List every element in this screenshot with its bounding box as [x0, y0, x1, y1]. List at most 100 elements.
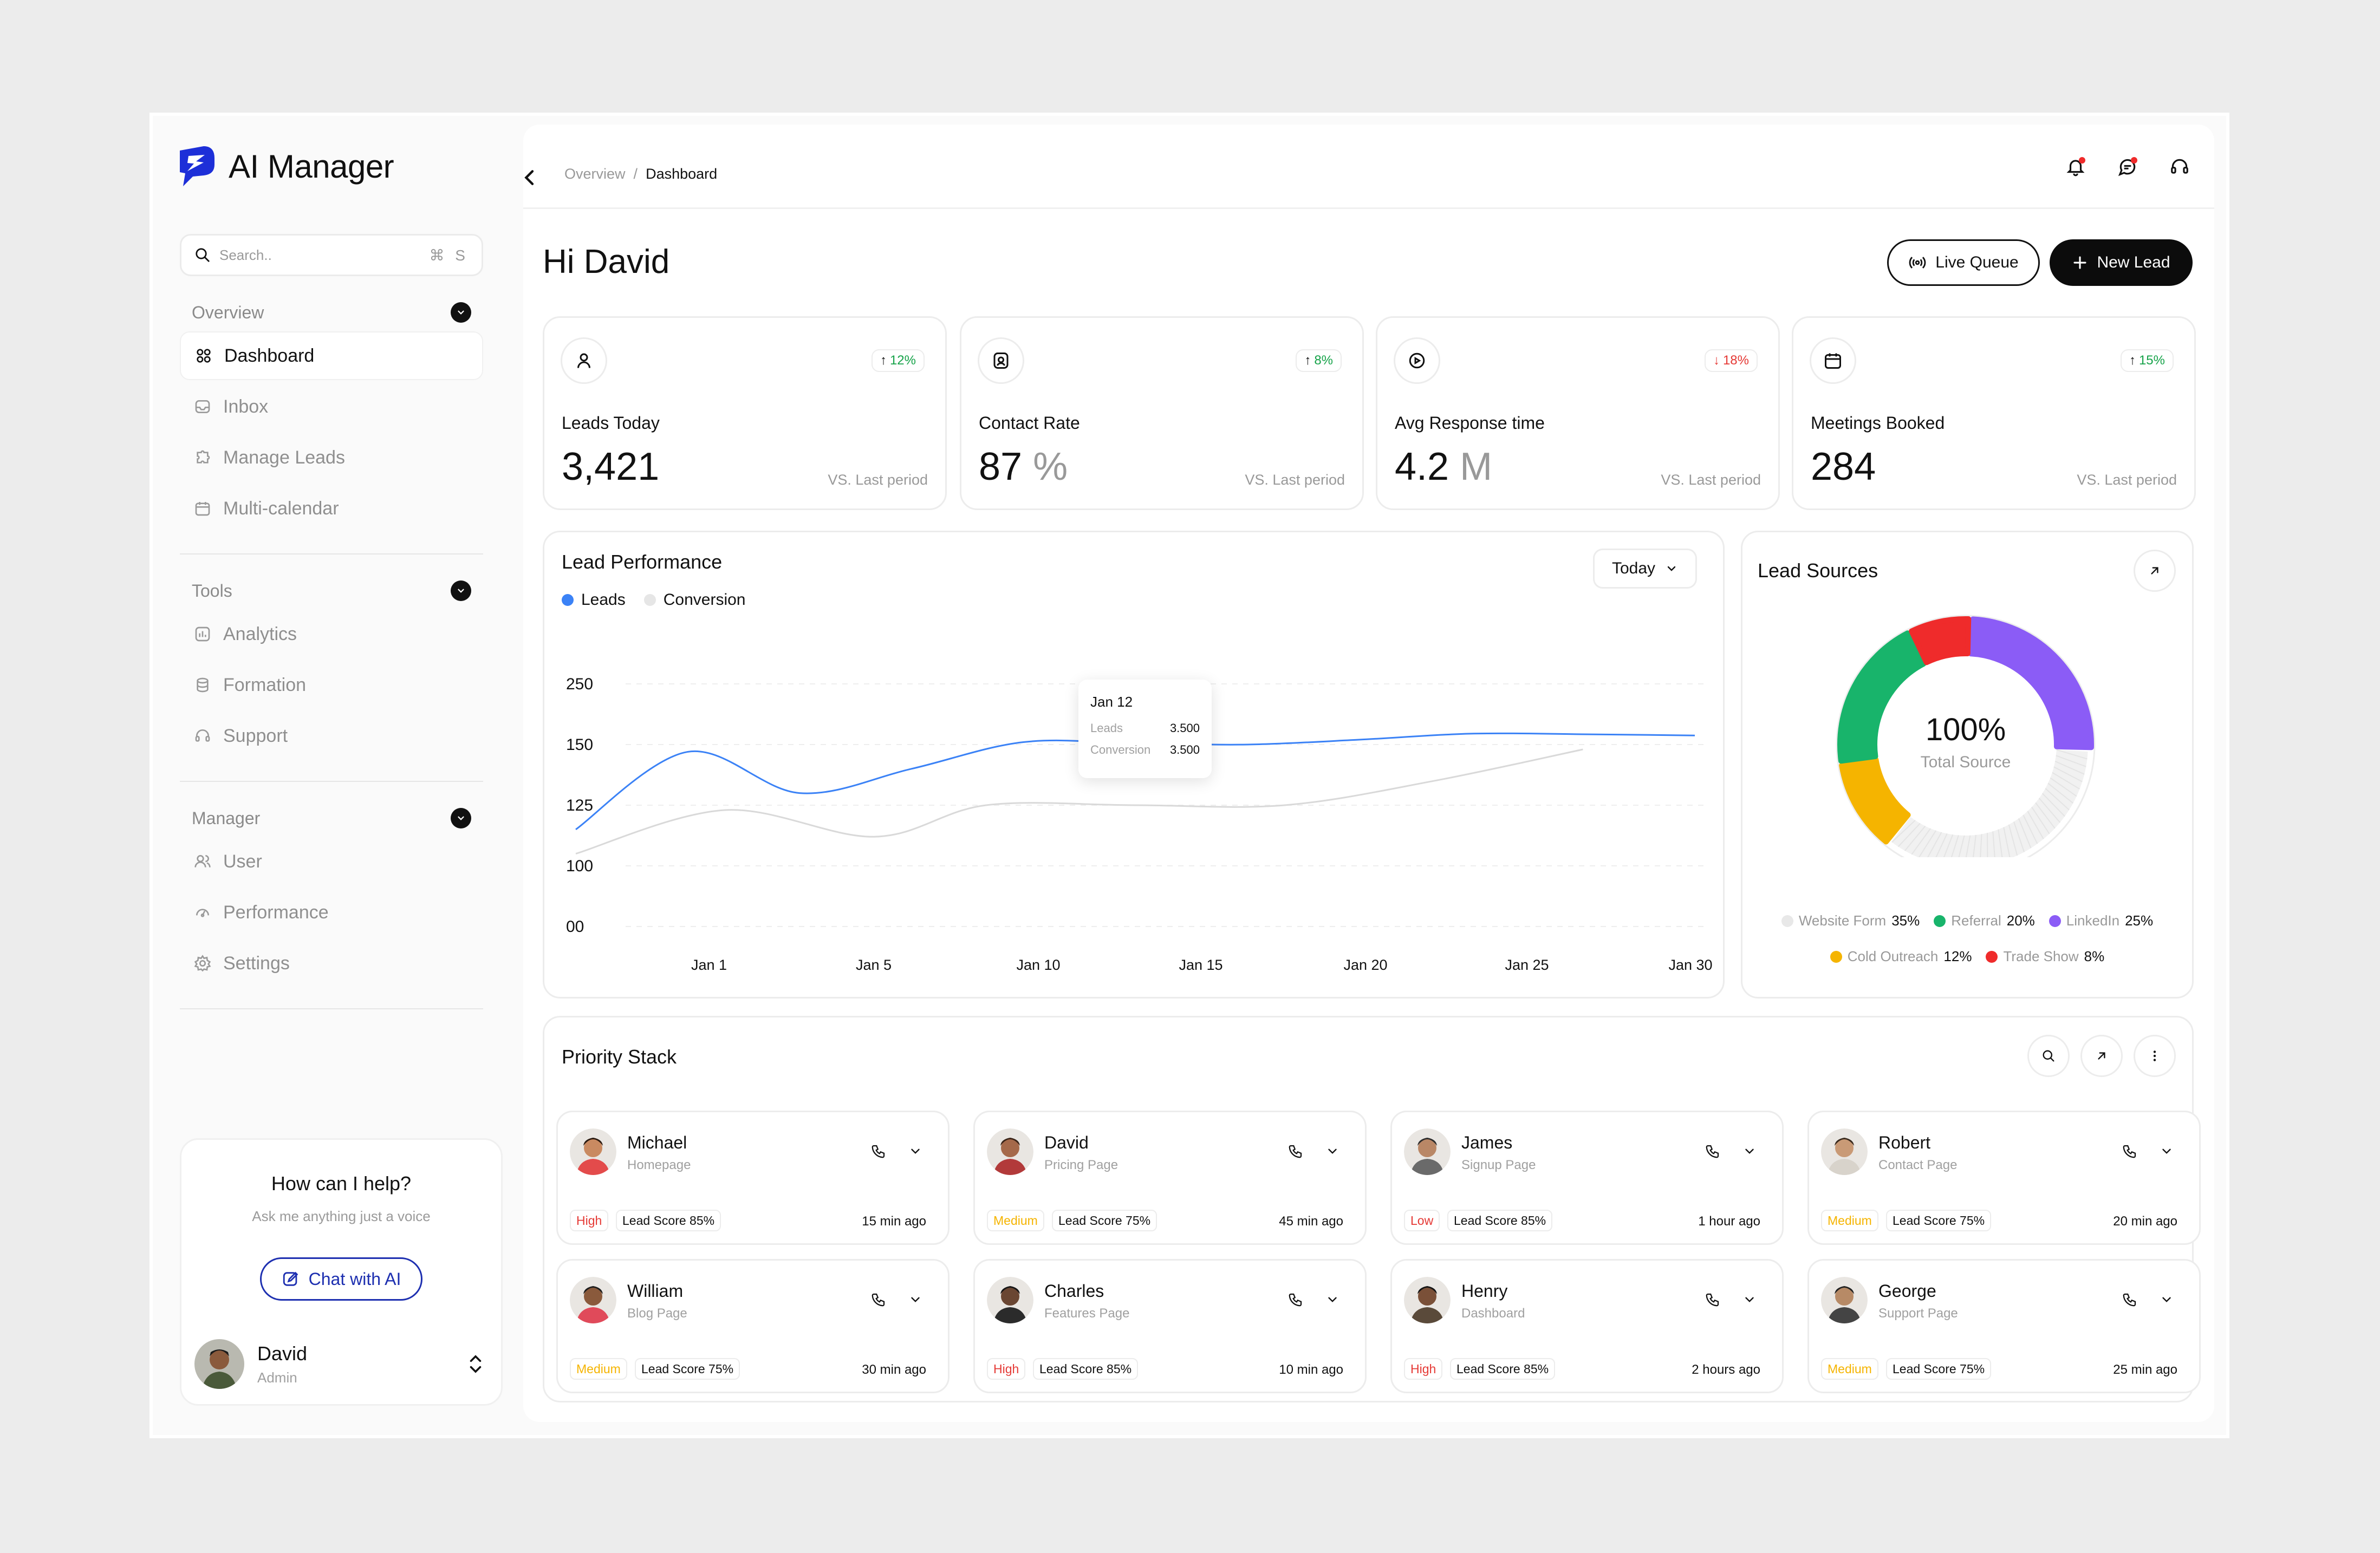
- donut-hatch: [2035, 802, 2056, 829]
- sidebar-item-manage-leads[interactable]: Manage Leads: [180, 433, 483, 482]
- chevron-down-icon[interactable]: [1733, 1283, 1766, 1316]
- lead-time: 25 min ago: [2113, 1362, 2177, 1377]
- search-placeholder: Search..: [219, 246, 272, 263]
- chevron-down-icon[interactable]: [899, 1135, 932, 1167]
- stat-change-badge: ↓ 18%: [1704, 349, 1758, 372]
- legend-leads[interactable]: Leads: [562, 591, 626, 609]
- headset-icon[interactable]: [2166, 153, 2194, 181]
- chat-with-ai-button[interactable]: Chat with AI: [260, 1257, 422, 1301]
- range-dropdown[interactable]: Today: [1593, 549, 1697, 589]
- lead-card-charles[interactable]: Charles Features Page High Lead Score 85% 10…: [973, 1259, 1367, 1393]
- stat-value: 4.2 M: [1395, 445, 1493, 488]
- section-tools-header[interactable]: Tools: [180, 574, 483, 608]
- donut-slice-linkedin: [1968, 616, 2094, 751]
- sidebar-item-dashboard[interactable]: Dashboard: [180, 331, 483, 380]
- chevron-down-icon[interactable]: [2150, 1283, 2183, 1316]
- donut-hatch: [2027, 811, 2044, 839]
- lead-card-david[interactable]: David Pricing Page Medium Lead Score 75% 45 …: [973, 1111, 1367, 1245]
- topbar: Overview / Dashboard: [523, 125, 2214, 209]
- inbox-icon: [195, 400, 210, 413]
- chevron-down-icon[interactable]: [451, 580, 471, 601]
- chevron-down-icon[interactable]: [2150, 1135, 2183, 1167]
- new-lead-button[interactable]: New Lead: [2050, 239, 2193, 286]
- expand-icon[interactable]: [2080, 1035, 2123, 1077]
- lead-card-robert[interactable]: Robert Contact Page Medium Lead Score 75% 20…: [1807, 1111, 2201, 1245]
- donut-hatch: [2047, 782, 2074, 804]
- chevron-up-down-icon[interactable]: [466, 1353, 485, 1375]
- y-tick-label: 00: [566, 918, 584, 936]
- priority-title: Priority Stack: [562, 1046, 677, 1068]
- notification-bell-icon[interactable]: [2062, 153, 2090, 181]
- lead-score-badge: Lead Score 85%: [1450, 1358, 1556, 1380]
- donut-hatch: [1986, 833, 1988, 857]
- sidebar-item-support[interactable]: Support: [180, 712, 483, 760]
- user-profile[interactable]: David Admin: [194, 1339, 485, 1389]
- sidebar-item-multi-calendar[interactable]: Multi-calendar: [180, 484, 483, 533]
- chevron-down-icon[interactable]: [451, 808, 471, 828]
- breadcrumb-parent[interactable]: Overview: [564, 166, 626, 182]
- phone-icon[interactable]: [1279, 1135, 1312, 1167]
- messages-icon[interactable]: [2114, 153, 2142, 181]
- stat-label: Avg Response time: [1395, 413, 1545, 433]
- legend-conversion[interactable]: Conversion: [643, 591, 746, 609]
- phone-icon[interactable]: [1696, 1283, 1729, 1316]
- lead-card-william[interactable]: William Blog Page Medium Lead Score 75% 30 m…: [556, 1259, 950, 1393]
- sidebar-item-analytics[interactable]: Analytics: [180, 610, 483, 658]
- search-box[interactable]: Search.. ⌘ S: [180, 234, 483, 276]
- chevron-down-icon[interactable]: [899, 1283, 932, 1316]
- legend-website-form: Website Form 35%: [1781, 912, 1920, 929]
- lead-card-michael[interactable]: Michael Homepage High Lead Score 85% 15 min …: [556, 1111, 950, 1245]
- lead-card-james[interactable]: James Signup Page Low Lead Score 85% 1 hour …: [1390, 1111, 1784, 1245]
- lead-score-badge: Lead Score 85%: [1033, 1358, 1139, 1380]
- search-icon[interactable]: [2027, 1035, 2070, 1077]
- sidebar-item-label: Settings: [223, 952, 290, 974]
- grid-icon: [197, 349, 211, 363]
- phone-icon[interactable]: [2114, 1135, 2146, 1167]
- contact-icon: [978, 337, 1024, 384]
- donut-hatch: [2003, 827, 2011, 857]
- lead-name: Michael: [627, 1133, 687, 1152]
- sidebar-item-label: Dashboard: [224, 345, 315, 366]
- lead-card-george[interactable]: George Support Page Medium Lead Score 75% 25…: [1807, 1259, 2201, 1393]
- priority-badge: High: [1404, 1358, 1443, 1380]
- phone-icon[interactable]: [862, 1283, 895, 1316]
- sidebar-item-label: Performance: [223, 902, 329, 923]
- phone-icon[interactable]: [1696, 1135, 1729, 1167]
- sidebar-item-settings[interactable]: Settings: [180, 939, 483, 988]
- sidebar-item-performance[interactable]: Performance: [180, 888, 483, 937]
- phone-icon[interactable]: [1279, 1283, 1312, 1316]
- chevron-down-icon[interactable]: [1733, 1135, 1766, 1167]
- x-tick-label: Jan 1: [691, 957, 727, 973]
- donut-hatch: [1927, 832, 1942, 857]
- section-manager-header[interactable]: Manager: [180, 801, 483, 835]
- chevron-down-icon[interactable]: [1316, 1135, 1349, 1167]
- chat-button-label: Chat with AI: [308, 1269, 401, 1289]
- donut-hatch: [2053, 766, 2083, 782]
- sidebar-item-formation[interactable]: Formation: [180, 661, 483, 709]
- stat-change-badge: ↑ 8%: [1296, 349, 1342, 372]
- y-tick-label: 250: [566, 675, 593, 693]
- sidebar-item-inbox[interactable]: Inbox: [180, 382, 483, 431]
- priority-badge: High: [987, 1358, 1026, 1380]
- section-overview-header[interactable]: Overview: [180, 296, 483, 329]
- live-queue-button[interactable]: Live Queue: [1887, 239, 2040, 286]
- phone-icon[interactable]: [2114, 1283, 2146, 1316]
- user-icon: [561, 337, 607, 384]
- stat-label: Leads Today: [562, 413, 660, 433]
- donut-hatch: [2056, 749, 2088, 760]
- avatar: [987, 1128, 1033, 1175]
- chevron-down-icon[interactable]: [1316, 1283, 1349, 1316]
- expand-icon[interactable]: [2134, 550, 2176, 592]
- more-vertical-icon[interactable]: [2134, 1035, 2176, 1077]
- sidebar-item-user[interactable]: User: [180, 837, 483, 886]
- phone-icon[interactable]: [862, 1135, 895, 1167]
- sidebar-item-label: User: [223, 851, 262, 872]
- lead-score-badge: Lead Score 75%: [1886, 1210, 1992, 1231]
- edit-icon: [283, 1271, 298, 1286]
- lead-card-henry[interactable]: Henry Dashboard High Lead Score 85% 2 hours …: [1390, 1259, 1784, 1393]
- chevron-down-icon[interactable]: [451, 302, 471, 323]
- calendar-icon: [195, 502, 210, 516]
- lead-time: 2 hours ago: [1692, 1362, 1760, 1377]
- chevron-left-icon[interactable]: [519, 167, 541, 188]
- lead-name: Henry: [1461, 1281, 1508, 1301]
